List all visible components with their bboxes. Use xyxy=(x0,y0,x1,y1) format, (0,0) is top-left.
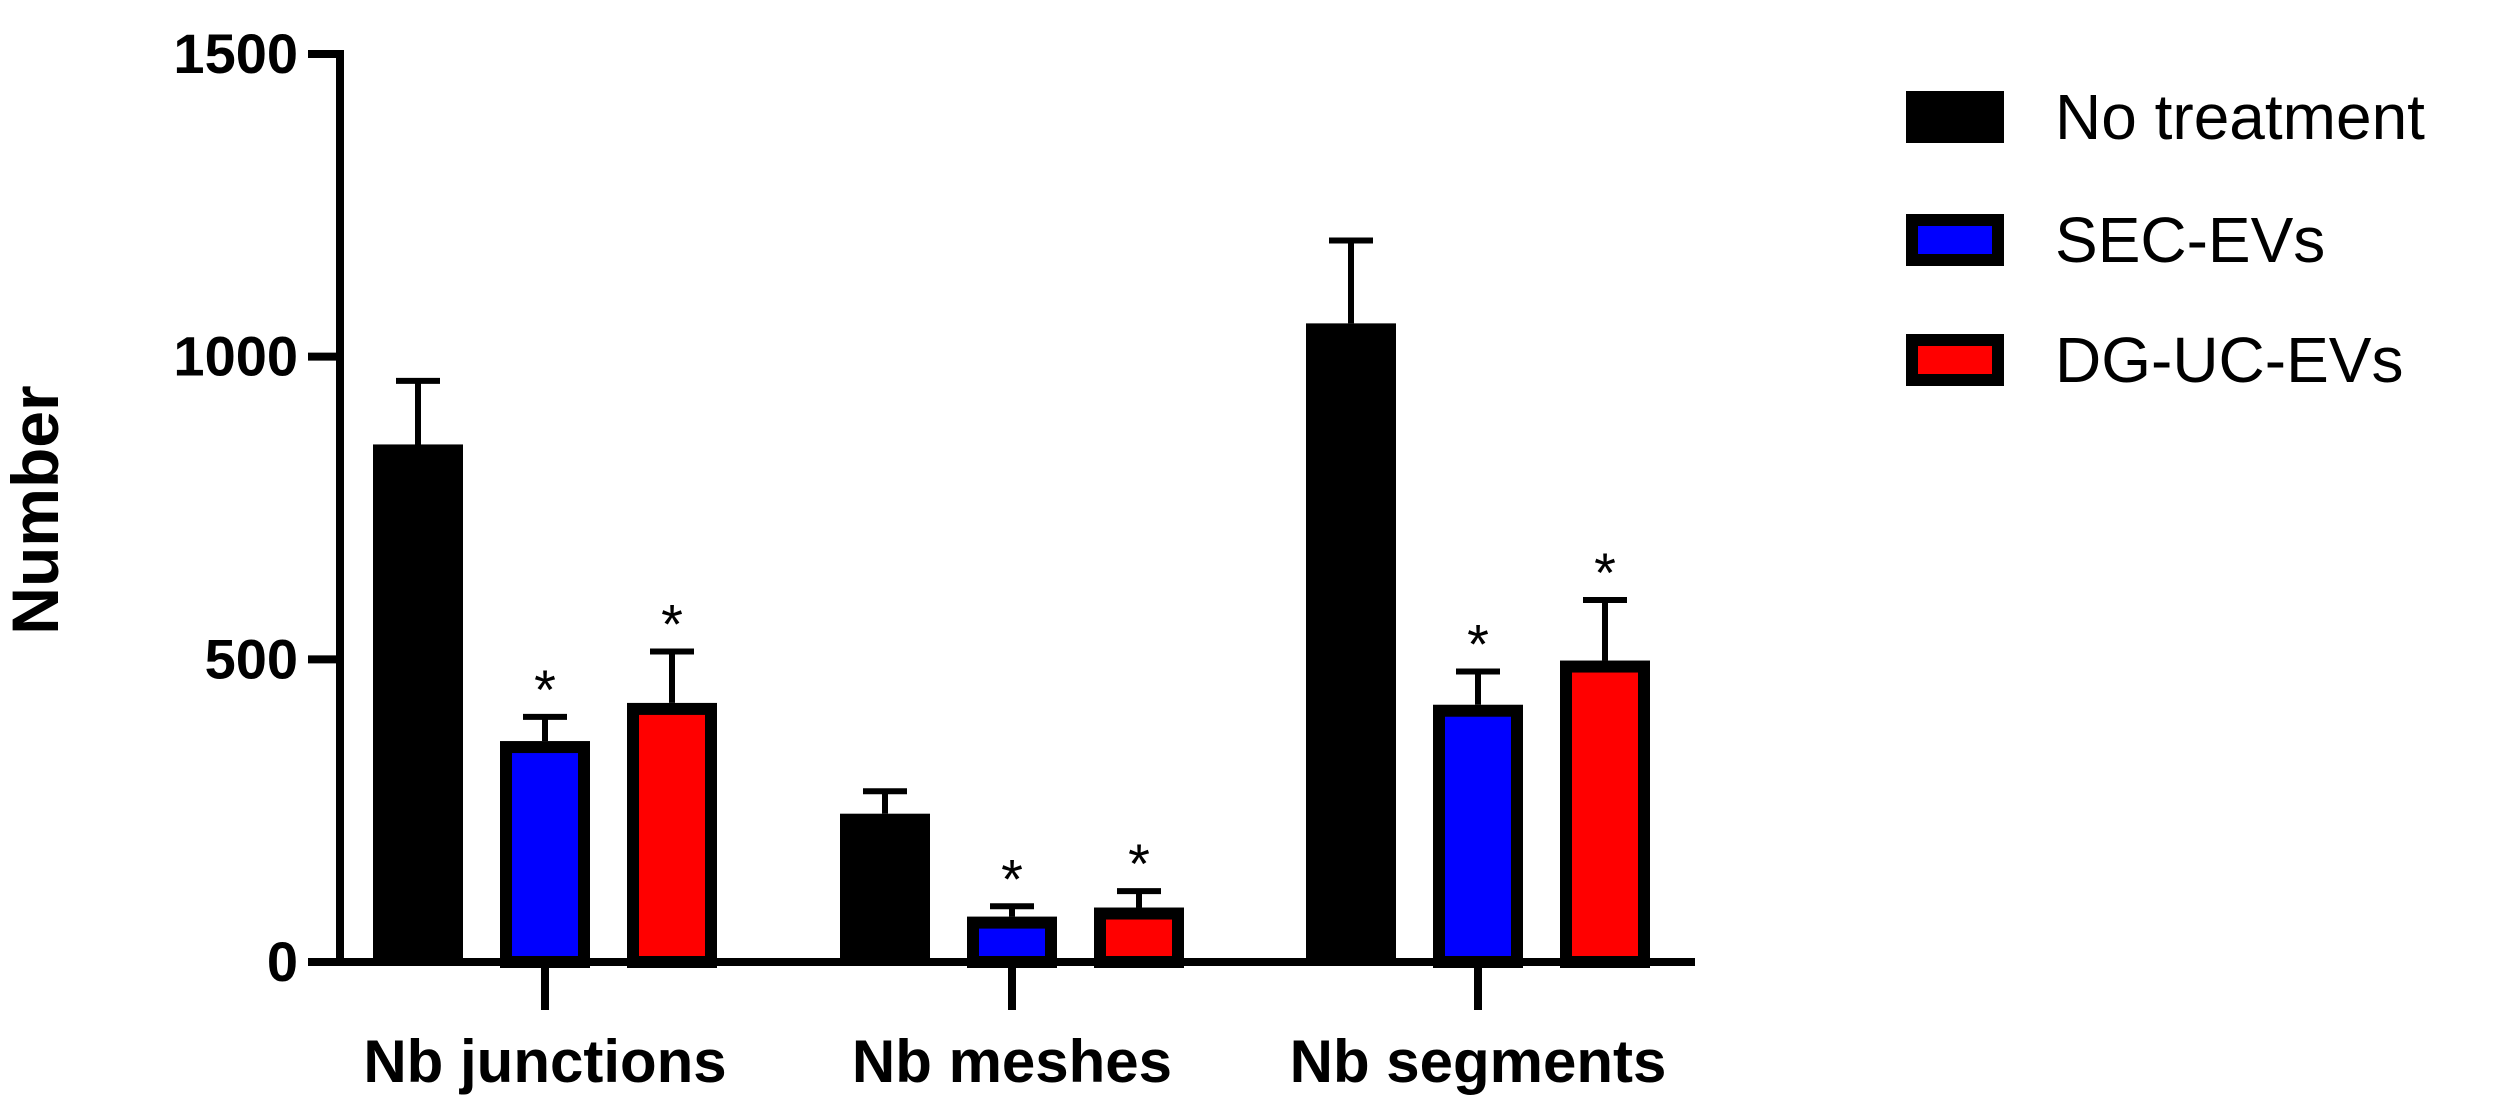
bar xyxy=(1560,660,1650,968)
bar xyxy=(373,444,463,962)
x-tick-label: Nb segments xyxy=(1290,1028,1667,1095)
x-tick-label: Nb meshes xyxy=(852,1028,1172,1095)
legend-item: SEC-EVs xyxy=(1906,204,2325,276)
legend-label: No treatment xyxy=(2055,81,2425,153)
y-tick-label: 500 xyxy=(205,627,298,690)
bar-group: * xyxy=(1433,612,1523,968)
significance-label: * xyxy=(1001,847,1023,910)
x-axis: Nb junctions Nb meshes Nb segments xyxy=(336,958,1695,1095)
y-tick-label: 0 xyxy=(267,930,298,993)
bar-group: * xyxy=(627,592,717,969)
legend-item: No treatment xyxy=(1906,81,2425,153)
bar xyxy=(840,813,930,962)
x-tick-label: Nb junctions xyxy=(363,1028,726,1095)
significance-label: * xyxy=(534,658,556,721)
y-tick-label: 1500 xyxy=(173,22,298,85)
bar-group xyxy=(373,377,463,962)
significance-label: * xyxy=(1594,541,1616,604)
bar-group xyxy=(1306,237,1396,963)
significance-label: * xyxy=(1128,832,1150,895)
bar-group: * xyxy=(967,847,1057,968)
y-axis-title: Number xyxy=(0,385,72,634)
legend: No treatment SEC-EVs DG-UC-EVs xyxy=(1906,81,2425,396)
legend-swatch xyxy=(1906,214,2004,266)
bar-group: * xyxy=(1560,541,1650,968)
significance-label: * xyxy=(661,592,683,655)
bar xyxy=(627,702,717,969)
legend-item: DG-UC-EVs xyxy=(1906,324,2403,396)
bars: * * * * * * xyxy=(373,237,1650,969)
bar xyxy=(967,916,1057,968)
significance-label: * xyxy=(1467,612,1489,675)
bar-group: * xyxy=(500,658,590,969)
bar xyxy=(1306,323,1396,963)
bar xyxy=(1433,704,1523,968)
legend-label: SEC-EVs xyxy=(2055,204,2325,276)
legend-swatch xyxy=(1906,334,2004,386)
legend-swatch xyxy=(1906,91,2004,143)
y-tick-label: 1000 xyxy=(173,325,298,388)
legend-label: DG-UC-EVs xyxy=(2055,324,2403,396)
bar xyxy=(500,741,590,969)
bar-group: * xyxy=(1094,832,1184,969)
y-axis: 0 500 1000 1500 xyxy=(173,22,344,993)
bar xyxy=(1094,907,1184,969)
bar-group xyxy=(840,788,930,962)
